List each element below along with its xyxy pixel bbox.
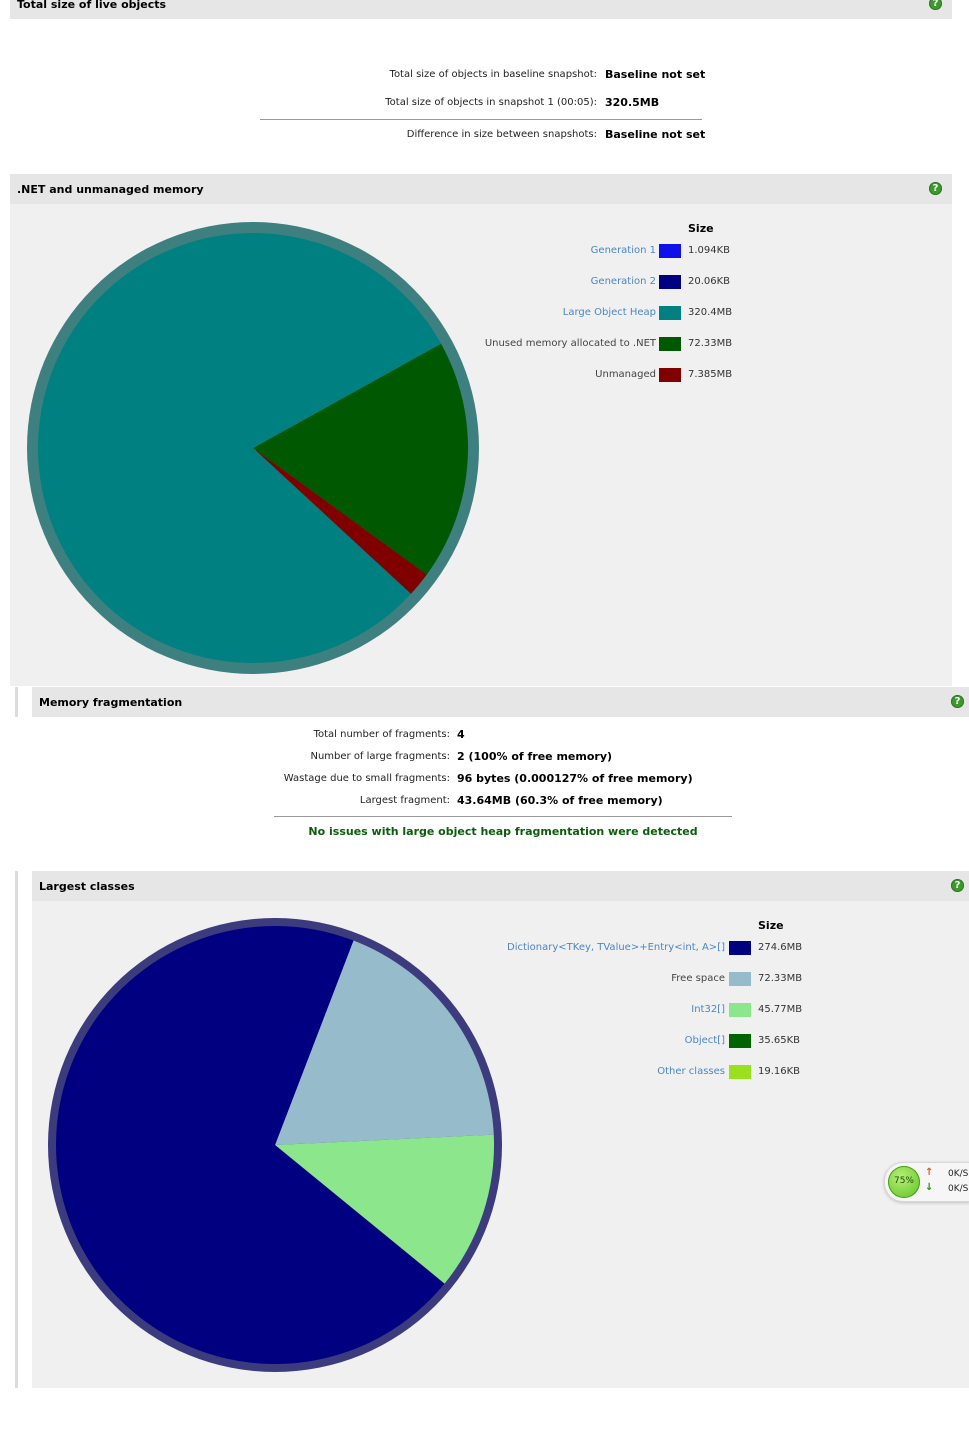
help-icon[interactable]: ? <box>929 0 942 10</box>
legend-swatch <box>659 244 681 258</box>
legend-value: 35.65KB <box>758 1035 801 1046</box>
large-fragments-value: 2 (100% of free memory) <box>457 750 613 763</box>
legend-label-dictionary-tkey-tvalue-entry-int-a[interactable]: Dictionary<TKey, TValue>+Entry<int, A>[] <box>507 942 725 953</box>
large-fragments-label: Number of large fragments: <box>310 751 450 762</box>
download-speed: 0K/S <box>948 1184 969 1194</box>
section-header-net-memory: .NET and unmanaged memory ? <box>10 174 952 204</box>
legend-swatch <box>659 275 681 289</box>
section-title: Memory fragmentation <box>39 696 183 709</box>
legend-value: 320.4MB <box>688 307 733 318</box>
largest-classes-panel: Size Dictionary<TKey, TValue>+Entry<int,… <box>32 901 969 1388</box>
snapshot-size-label: Total size of objects in snapshot 1 (00:… <box>385 97 597 108</box>
legend-label-other-classes[interactable]: Other classes <box>657 1066 725 1077</box>
legend-swatch <box>729 1034 751 1048</box>
section-header-live-objects: Total size of live objects ? <box>10 0 952 19</box>
usage-percent-badge: 75% <box>888 1166 920 1198</box>
legend-value: 7.385MB <box>688 369 733 380</box>
help-icon[interactable]: ? <box>951 695 964 708</box>
legend-swatch <box>659 337 681 351</box>
legend-value: 19.16KB <box>758 1066 801 1077</box>
total-fragments-label: Total number of fragments: <box>313 729 450 740</box>
section-indent <box>15 687 18 717</box>
divider <box>274 816 732 817</box>
pie-slice-unused-memory-allocated-to-net[interactable] <box>253 343 469 575</box>
legend-label-large-object-heap[interactable]: Large Object Heap <box>562 307 656 318</box>
pie-slice-object[interactable] <box>275 1145 445 1284</box>
section-title: Total size of live objects <box>17 0 167 11</box>
section-header-fragmentation: Memory fragmentation ? <box>32 687 969 717</box>
section-header-largest-classes: Largest classes ? <box>32 871 969 901</box>
legend-value: 72.33MB <box>688 338 733 349</box>
difference-label: Difference in size between snapshots: <box>406 129 597 140</box>
legend-label-int32[interactable]: Int32[] <box>691 1004 725 1015</box>
legend-value: 274.6MB <box>758 942 803 953</box>
baseline-size-label: Total size of objects in baseline snapsh… <box>389 69 597 80</box>
legend-label-free-space: Free space <box>671 973 725 984</box>
legend-swatch <box>729 1065 751 1079</box>
difference-value: Baseline not set <box>605 128 706 141</box>
help-icon[interactable]: ? <box>929 182 942 195</box>
wastage-label: Wastage due to small fragments: <box>283 773 450 784</box>
section-indent <box>15 871 18 1388</box>
largest-classes-pie-chart <box>48 918 502 1372</box>
legend-swatch <box>729 1003 751 1017</box>
baseline-size-value: Baseline not set <box>605 68 706 81</box>
legend-label-generation-1[interactable]: Generation 1 <box>590 245 656 256</box>
legend-header: Size <box>758 919 784 932</box>
usage-percent: 75% <box>893 1176 914 1186</box>
legend-value: 72.33MB <box>758 973 803 984</box>
pie-slice-generation-2[interactable] <box>253 448 411 594</box>
upload-arrow-icon: ↑ <box>925 1167 934 1178</box>
network-speed-widget[interactable]: 75% ↑ 0K/S ↓ 0K/S <box>884 1162 969 1202</box>
help-icon[interactable]: ? <box>951 879 964 892</box>
legend-label-object[interactable]: Object[] <box>684 1035 725 1046</box>
legend-label-unused-memory-allocated-to-net: Unused memory allocated to .NET <box>484 338 656 349</box>
upload-speed: 0K/S <box>948 1169 969 1179</box>
pie-slice-other-classes[interactable] <box>275 1145 445 1284</box>
pie-slice-dictionary-tkey-tvalue-entry-int-a[interactable] <box>55 926 445 1364</box>
legend-value: 20.06KB <box>688 276 731 287</box>
legend-header: Size <box>688 222 714 235</box>
pie-slice-generation-1[interactable] <box>253 448 411 594</box>
net-memory-panel: Size Generation 1 1.094KB Generation 2 20.0… <box>10 204 952 686</box>
net-memory-pie-chart <box>27 222 479 674</box>
largest-fragment-label: Largest fragment: <box>359 795 450 806</box>
largest-fragment-value: 43.64MB (60.3% of free memory) <box>457 794 663 807</box>
divider <box>260 119 702 120</box>
section-title: .NET and unmanaged memory <box>17 183 204 196</box>
fragmentation-status: No issues with large object heap fragmen… <box>308 825 698 838</box>
pie-slice-unmanaged[interactable] <box>253 448 427 594</box>
pie-slice-int32[interactable] <box>275 1134 494 1284</box>
pie-slice-free-space[interactable] <box>275 940 494 1145</box>
legend-swatch <box>659 306 681 320</box>
legend-swatch <box>729 972 751 986</box>
legend-swatch <box>729 941 751 955</box>
pie-slice-large-object-heap[interactable] <box>38 233 442 663</box>
legend-label-generation-2[interactable]: Generation 2 <box>590 276 656 287</box>
legend-value: 45.77MB <box>758 1004 803 1015</box>
legend-label-unmanaged: Unmanaged <box>595 369 656 380</box>
legend-value: 1.094KB <box>688 245 731 256</box>
snapshot-size-value: 320.5MB <box>605 96 660 109</box>
total-fragments-value: 4 <box>457 728 465 741</box>
legend-swatch <box>659 368 681 382</box>
section-title: Largest classes <box>39 880 135 893</box>
download-arrow-icon: ↓ <box>925 1182 934 1193</box>
wastage-value: 96 bytes (0.000127% of free memory) <box>457 772 693 785</box>
